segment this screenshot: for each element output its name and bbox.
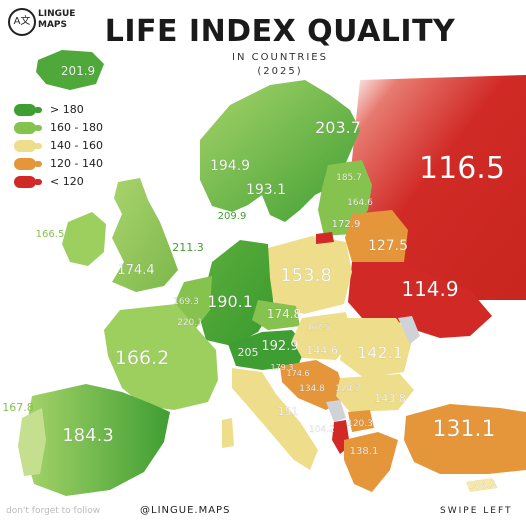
- region-shape-czech: [252, 300, 300, 330]
- region-value-label: 127.5: [368, 238, 408, 254]
- region-shape-italy: [232, 368, 318, 470]
- region-value-label: 185.7: [336, 173, 362, 183]
- region-shape-macedonia: [348, 410, 374, 432]
- region-value-label: 179.3: [271, 363, 294, 372]
- region-value-label: 174.4: [117, 263, 154, 278]
- region-value-label: 166.5: [36, 229, 65, 240]
- legend-item: 160 - 180: [12, 120, 122, 138]
- region-shape-hungary: [292, 312, 352, 360]
- map-title: LIFE INDEX QUALITY: [104, 14, 456, 49]
- region-shape-belarus: [345, 210, 408, 272]
- region-shape-britain: [112, 178, 178, 292]
- region-value-label: 151: [278, 405, 299, 418]
- region-value-label: 104.2: [309, 425, 335, 435]
- region-value-label: 120.3: [347, 419, 373, 429]
- region-value-label: 193.1: [246, 182, 286, 198]
- legend-item: > 180: [12, 102, 122, 120]
- swipe-left-hint: SWIPE LEFT: [440, 506, 513, 516]
- region-value-label: 142.1: [357, 343, 403, 362]
- region-shape-france: [104, 304, 218, 410]
- region-shape-scandinavia: [200, 80, 360, 222]
- legend-swatch: [14, 104, 42, 116]
- region-shape-gray-balkan: [326, 400, 346, 422]
- region-shape-romania: [340, 318, 412, 378]
- region-value-label: 134.8: [299, 384, 325, 394]
- translate-icon: A文: [8, 8, 36, 36]
- legend-label: 160 - 180: [50, 121, 103, 134]
- region-value-label: 201.9: [61, 64, 95, 78]
- region-shape-central: [228, 330, 306, 370]
- region-value-label: 143.8: [374, 392, 406, 405]
- region-value-label: 174.8: [267, 307, 301, 321]
- region-value-label: 144.6: [306, 344, 338, 357]
- region-value-label: 124.7: [335, 384, 361, 394]
- region-value-label: 209.9: [218, 211, 247, 222]
- region-value-label: 138.1: [350, 446, 379, 457]
- region-value-label: 190.1: [207, 292, 253, 311]
- region-value-label: 172.9: [332, 219, 361, 230]
- region-shape-turkey: [404, 404, 526, 474]
- region-value-label: 166.2: [115, 347, 169, 369]
- instagram-handle[interactable]: @LINGUE.MAPS: [140, 505, 231, 516]
- region-value-label: 211.3: [172, 241, 204, 254]
- follow-text: don't forget to follow: [6, 506, 101, 516]
- region-value-label: 153.8: [280, 265, 332, 286]
- map-year: (2025): [257, 66, 303, 77]
- logo-line2: MAPS: [38, 20, 67, 30]
- region-shape-bulgaria: [336, 374, 414, 412]
- region-value-label: 205: [238, 346, 259, 359]
- region-shape-sardinia: [222, 418, 234, 448]
- legend-item: 140 - 160: [12, 138, 122, 156]
- legend-swatch: [14, 140, 42, 152]
- region-shape-iberia: [24, 384, 170, 496]
- region-value-label: 184.3: [62, 425, 114, 446]
- legend-label: 120 - 140: [50, 157, 103, 170]
- logo-line1: LINGUE: [38, 9, 76, 19]
- legend-swatch: [14, 122, 42, 134]
- region-value-label: 194.9: [210, 158, 250, 174]
- region-value-label: 114.9: [401, 277, 458, 301]
- region-value-label: 158.5: [468, 480, 497, 491]
- region-shape-ukraine: [348, 262, 492, 338]
- legend: > 180 160 - 180 140 - 160 120 - 140 < 12…: [12, 102, 122, 192]
- region-shape-balkans: [280, 360, 346, 410]
- region-shape-poland: [266, 236, 352, 314]
- region-shape-kaliningrad: [316, 232, 334, 244]
- legend-swatch: [14, 176, 42, 188]
- lingue-maps-logo: A文 LINGUE MAPS: [8, 6, 92, 38]
- region-shape-portugal: [18, 408, 46, 476]
- region-value-label: 169.3: [173, 297, 199, 307]
- region-value-label: 167.8: [2, 401, 34, 414]
- region-value-label: 174.6: [287, 369, 310, 378]
- map-subtitle: IN COUNTRIES: [232, 52, 328, 63]
- region-shape-ireland: [62, 212, 106, 266]
- region-shape-iceland: [36, 50, 104, 90]
- legend-item: 120 - 140: [12, 156, 122, 174]
- region-value-label: 164.6: [347, 198, 373, 208]
- region-shape-moldova: [398, 316, 420, 344]
- legend-label: 140 - 160: [50, 139, 103, 152]
- region-shape-greece: [344, 432, 398, 492]
- legend-item: < 120: [12, 174, 122, 192]
- region-value-label: 116.5: [419, 151, 505, 186]
- region-value-label: 131.1: [433, 417, 496, 442]
- region-shape-cyprus: [466, 478, 498, 492]
- region-value-label: 220.1: [177, 318, 203, 328]
- legend-swatch: [14, 158, 42, 170]
- region-value-label: 167.5: [307, 323, 330, 332]
- region-value-label: 192.9: [261, 339, 298, 354]
- legend-label: > 180: [50, 103, 84, 116]
- region-value-label: 203.7: [315, 118, 361, 137]
- legend-label: < 120: [50, 175, 84, 188]
